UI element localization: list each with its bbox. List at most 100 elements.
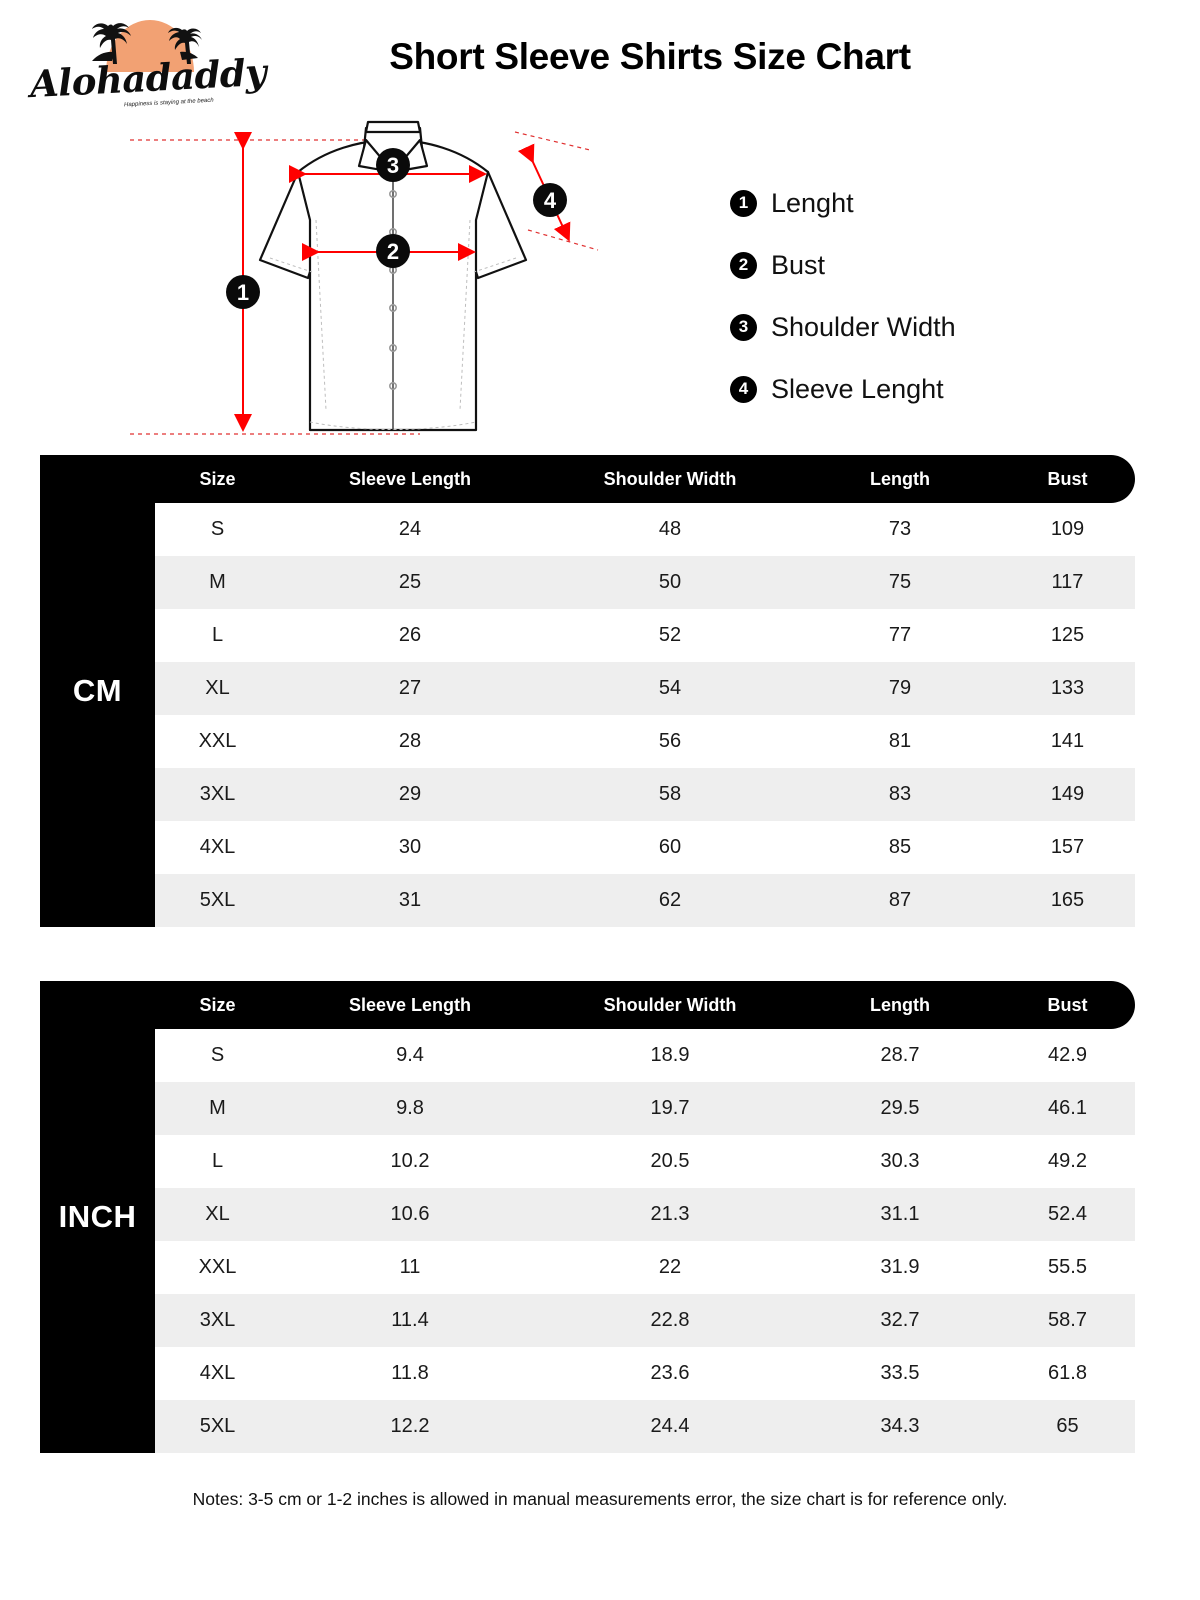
cell-bust: 149 (1000, 768, 1135, 821)
cm-table-head: Size Sleeve Length Shoulder Width Length… (40, 455, 1135, 503)
cell-length: 85 (800, 821, 1000, 874)
cell-sleeve: 31 (280, 874, 540, 927)
cell-bust: 46.1 (1000, 1082, 1135, 1135)
table-row: XL 10.6 21.3 31.1 52.4 (40, 1188, 1135, 1241)
cell-shoulder: 60 (540, 821, 800, 874)
cell-length: 87 (800, 874, 1000, 927)
cell-bust: 109 (1000, 503, 1135, 556)
legend-item-shoulder-width: 3 Shoulder Width (730, 296, 956, 358)
cell-length: 34.3 (800, 1400, 1000, 1453)
cell-shoulder: 20.5 (540, 1135, 800, 1188)
measurement-legend: 1 Lenght 2 Bust 3 Shoulder Width 4 Sleev… (730, 172, 956, 420)
cell-bust: 42.9 (1000, 1029, 1135, 1082)
cell-shoulder: 48 (540, 503, 800, 556)
cell-bust: 58.7 (1000, 1294, 1135, 1347)
legend-label-2: Bust (771, 249, 826, 280)
cell-sleeve: 25 (280, 556, 540, 609)
cell-sleeve: 29 (280, 768, 540, 821)
cell-size: 3XL (155, 1294, 280, 1347)
svg-text:2: 2 (387, 239, 399, 264)
inch-table: Size Sleeve Length Shoulder Width Length… (40, 981, 1135, 1453)
legend-label-3: Shoulder Width (771, 311, 956, 342)
table-header-row: Size Sleeve Length Shoulder Width Length… (40, 981, 1135, 1029)
cell-bust: 55.5 (1000, 1241, 1135, 1294)
inch-size-table: INCH Size Sleeve Length Shoulder Width L… (40, 981, 1135, 1453)
legend-label-1: Lenght (771, 187, 854, 218)
cell-sleeve: 9.8 (280, 1082, 540, 1135)
cell-sleeve: 10.2 (280, 1135, 540, 1188)
cell-shoulder: 58 (540, 768, 800, 821)
cm-table-body: S 24 48 73 109 M 25 50 75 117 L 26 52 77 125 XL 27 54 79 13… (40, 503, 1135, 927)
cell-shoulder: 21.3 (540, 1188, 800, 1241)
cell-size: XXL (155, 715, 280, 768)
cell-sleeve: 27 (280, 662, 540, 715)
inch-table-head: Size Sleeve Length Shoulder Width Length… (40, 981, 1135, 1029)
cell-shoulder: 18.9 (540, 1029, 800, 1082)
cell-length: 81 (800, 715, 1000, 768)
table-row: 5XL 12.2 24.4 34.3 65 (40, 1400, 1135, 1453)
inch-table-body: S 9.4 18.9 28.7 42.9 M 9.8 19.7 29.5 46.1 L 10.2 20.… (40, 1029, 1135, 1453)
cell-shoulder: 56 (540, 715, 800, 768)
cell-size: L (155, 609, 280, 662)
cell-sleeve: 11.4 (280, 1294, 540, 1347)
cell-bust: 65 (1000, 1400, 1135, 1453)
cell-sleeve: 10.6 (280, 1188, 540, 1241)
footer-note: Notes: 3-5 cm or 1-2 inches is allowed i… (192, 1489, 1008, 1509)
cell-size: XL (155, 662, 280, 715)
cell-shoulder: 52 (540, 609, 800, 662)
cell-length: 29.5 (800, 1082, 1000, 1135)
brand-name: Alohadaddy (28, 49, 268, 107)
cell-sleeve: 28 (280, 715, 540, 768)
cell-sleeve: 11 (280, 1241, 540, 1294)
cell-shoulder: 19.7 (540, 1082, 800, 1135)
table-row: S 24 48 73 109 (40, 503, 1135, 556)
table-row: 4XL 30 60 85 157 (40, 821, 1135, 874)
cell-shoulder: 54 (540, 662, 800, 715)
cell-size: 3XL (155, 768, 280, 821)
table-row: L 26 52 77 125 (40, 609, 1135, 662)
table-row: XXL 11 22 31.9 55.5 (40, 1241, 1135, 1294)
table-row: XL 27 54 79 133 (40, 662, 1135, 715)
cell-shoulder: 22 (540, 1241, 800, 1294)
table-header-row: Size Sleeve Length Shoulder Width Length… (40, 455, 1135, 503)
cell-length: 79 (800, 662, 1000, 715)
cell-size: 4XL (155, 821, 280, 874)
cell-length: 77 (800, 609, 1000, 662)
table-row: M 9.8 19.7 29.5 46.1 (40, 1082, 1135, 1135)
cell-bust: 141 (1000, 715, 1135, 768)
cell-size: S (155, 1029, 280, 1082)
cell-size: M (155, 556, 280, 609)
cell-length: 32.7 (800, 1294, 1000, 1347)
cell-size: S (155, 503, 280, 556)
legend-badge-1: 1 (730, 189, 757, 217)
cell-bust: 61.8 (1000, 1347, 1135, 1400)
cell-length: 75 (800, 556, 1000, 609)
page-title: Short Sleeve Shirts Size Chart (389, 36, 911, 77)
cell-shoulder: 22.8 (540, 1294, 800, 1347)
header-shoulder-width: Shoulder Width (540, 981, 800, 1029)
table-gap (0, 927, 1200, 981)
header-shoulder-width: Shoulder Width (540, 455, 800, 503)
cell-length: 28.7 (800, 1029, 1000, 1082)
header-bust: Bust (1000, 455, 1135, 503)
cell-bust: 52.4 (1000, 1188, 1135, 1241)
cell-length: 73 (800, 503, 1000, 556)
cell-length: 33.5 (800, 1347, 1000, 1400)
legend-item-sleeve-length: 4 Sleeve Lenght (730, 358, 956, 420)
legend-label-4: Sleeve Lenght (771, 373, 944, 404)
unit-label-inch: INCH (40, 981, 155, 1453)
cell-sleeve: 9.4 (280, 1029, 540, 1082)
table-row: 5XL 31 62 87 165 (40, 874, 1135, 927)
cell-size: XL (155, 1188, 280, 1241)
cell-bust: 117 (1000, 556, 1135, 609)
header-bust: Bust (1000, 981, 1135, 1029)
legend-badge-2: 2 (730, 251, 757, 279)
cell-sleeve: 26 (280, 609, 540, 662)
brand-logo: Alohadaddy Happiness is staying at the b… (28, 8, 268, 108)
cell-bust: 165 (1000, 874, 1135, 927)
svg-text:4: 4 (544, 188, 557, 213)
legend-item-bust: 2 Bust (730, 234, 956, 296)
header-size: Size (155, 455, 280, 503)
cell-size: L (155, 1135, 280, 1188)
header-length: Length (800, 981, 1000, 1029)
